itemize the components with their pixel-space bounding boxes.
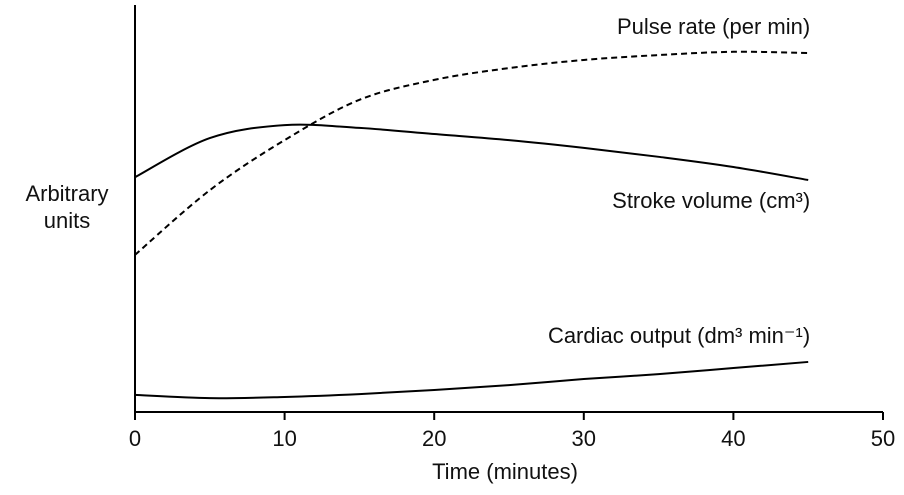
x-tick-label: 40 <box>721 426 745 451</box>
x-tick-label: 20 <box>422 426 446 451</box>
series-line <box>134 360 809 400</box>
x-tick-label: 10 <box>272 426 296 451</box>
series-label: Cardiac output (dm³ min⁻¹) <box>548 323 810 348</box>
y-axis-label: units <box>44 208 90 233</box>
series-label: Stroke volume (cm³) <box>612 188 810 213</box>
series-line <box>134 123 809 181</box>
x-tick-label: 30 <box>572 426 596 451</box>
x-axis-label: Time (minutes) <box>432 459 578 484</box>
x-tick-label: 50 <box>871 426 895 451</box>
series-line <box>134 50 809 256</box>
x-tick-label: 0 <box>129 426 141 451</box>
y-axis-label: Arbitrary <box>25 181 108 206</box>
series-label: Pulse rate (per min) <box>617 14 810 39</box>
